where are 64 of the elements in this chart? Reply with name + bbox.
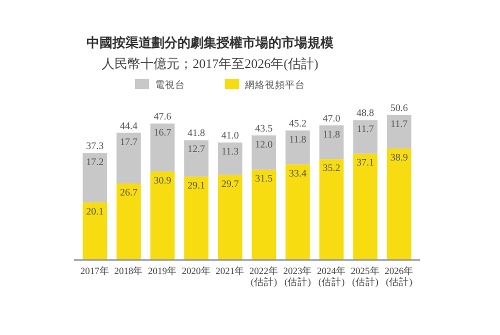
x-tick-label: 2023年 (估計) — [283, 265, 312, 288]
data-label: 17.2 — [86, 157, 104, 168]
x-tick-label: 2017年 — [80, 265, 110, 277]
bar — [386, 115, 412, 149]
bar — [252, 170, 276, 260]
x-tick-label: 2026年 (估計) — [384, 265, 414, 288]
data-label: 12.0 — [255, 139, 273, 150]
total-label: 47.0 — [322, 113, 340, 124]
bar — [252, 135, 276, 170]
bar — [386, 148, 412, 260]
data-label: 11.8 — [289, 134, 306, 146]
bar — [116, 183, 141, 260]
bar — [319, 159, 344, 260]
bar — [184, 140, 208, 177]
x-tick-label: 2024年 (估計) — [317, 265, 346, 288]
data-label: 38.9 — [390, 152, 408, 164]
data-label: 11.3 — [222, 146, 239, 158]
total-label: 44.4 — [120, 120, 138, 132]
bar — [286, 130, 310, 164]
total-label: 50.6 — [390, 103, 408, 114]
bar — [150, 124, 175, 172]
data-label: 11.8 — [322, 129, 340, 140]
total-label: 45.2 — [288, 118, 306, 130]
x-tick-label: 2018年 — [114, 265, 144, 277]
data-label: 11.7 — [356, 124, 374, 136]
x-tick-label: 2019年 — [148, 265, 177, 277]
bar — [218, 142, 242, 175]
x-tick-label: 2025年 (估計) — [350, 265, 380, 288]
data-label: 29.1 — [188, 180, 206, 192]
data-label: 33.4 — [288, 168, 306, 180]
data-label: 35.2 — [322, 163, 340, 174]
legend-label: 電視台 — [155, 79, 185, 91]
bar — [353, 120, 378, 154]
bar — [150, 171, 175, 260]
bar — [353, 154, 378, 260]
data-label: 31.5 — [255, 174, 273, 185]
bar — [116, 132, 141, 184]
bar — [319, 125, 344, 160]
total-label: 41.8 — [188, 128, 206, 140]
data-label: 30.9 — [154, 175, 172, 186]
data-label: 37.1 — [356, 158, 374, 169]
data-label: 11.7 — [390, 119, 408, 130]
bar — [82, 202, 108, 260]
legend-label: 網絡視頻平台 — [244, 79, 305, 91]
chart-title: 中國按渠道劃分的劇集授權市場的市場規模 — [86, 35, 334, 51]
chart-subtitle: 人民幣十億元；2017年至2026年(估計) — [102, 56, 318, 71]
data-label: 29.7 — [221, 178, 239, 190]
x-tick-label: 2020年 — [182, 265, 211, 277]
total-label: 37.3 — [86, 141, 104, 152]
data-label: 12.7 — [188, 144, 206, 156]
data-label: 17.7 — [120, 136, 138, 148]
bar — [184, 176, 208, 260]
bar — [286, 164, 310, 260]
total-label: 43.5 — [255, 123, 273, 134]
total-label: 41.0 — [221, 130, 239, 142]
bar — [218, 174, 242, 260]
data-label: 26.7 — [120, 187, 138, 198]
data-label: 20.1 — [86, 206, 104, 218]
x-tick-label: 2021年 — [216, 265, 245, 277]
data-label: 16.7 — [154, 128, 172, 139]
total-label: 48.8 — [356, 108, 374, 120]
bar — [82, 153, 108, 202]
x-tick-label: 2022年 (估計) — [249, 265, 278, 288]
total-label: 47.6 — [154, 112, 172, 123]
